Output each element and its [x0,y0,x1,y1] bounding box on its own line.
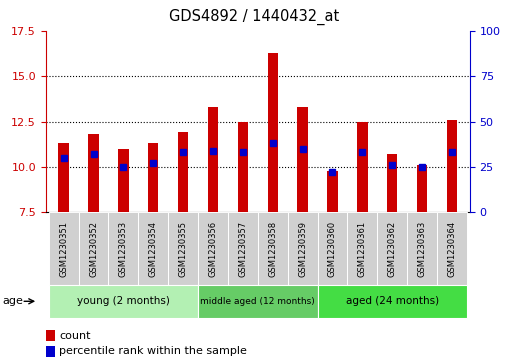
Text: GSM1230357: GSM1230357 [238,221,247,277]
Bar [297,107,308,212]
Bar [58,143,69,212]
Bar [387,154,397,212]
Bar [238,122,248,212]
Text: middle aged (12 months): middle aged (12 months) [201,297,315,306]
Text: age: age [3,296,23,306]
Text: GSM1230364: GSM1230364 [448,221,457,277]
Text: GDS4892 / 1440432_at: GDS4892 / 1440432_at [169,9,339,25]
Text: GSM1230356: GSM1230356 [208,221,217,277]
Text: GSM1230353: GSM1230353 [119,221,128,277]
Bar [357,122,368,212]
Bar [417,165,427,212]
Text: GSM1230358: GSM1230358 [268,221,277,277]
Bar [178,132,188,212]
Bar [118,149,129,212]
Text: GSM1230359: GSM1230359 [298,221,307,277]
Text: GSM1230355: GSM1230355 [179,221,187,277]
Bar [268,53,278,212]
Text: GSM1230363: GSM1230363 [418,221,427,277]
Bar [327,171,338,212]
Text: GSM1230354: GSM1230354 [149,221,158,277]
Text: GSM1230360: GSM1230360 [328,221,337,277]
Text: GSM1230352: GSM1230352 [89,221,98,277]
Text: GSM1230351: GSM1230351 [59,221,68,277]
Bar [88,134,99,212]
Text: count: count [59,331,90,341]
Bar [148,143,158,212]
Text: GSM1230362: GSM1230362 [388,221,397,277]
Bar [208,107,218,212]
Text: percentile rank within the sample: percentile rank within the sample [59,346,247,356]
Text: aged (24 months): aged (24 months) [345,296,439,306]
Bar [447,120,457,212]
Text: GSM1230361: GSM1230361 [358,221,367,277]
Text: young (2 months): young (2 months) [77,296,170,306]
